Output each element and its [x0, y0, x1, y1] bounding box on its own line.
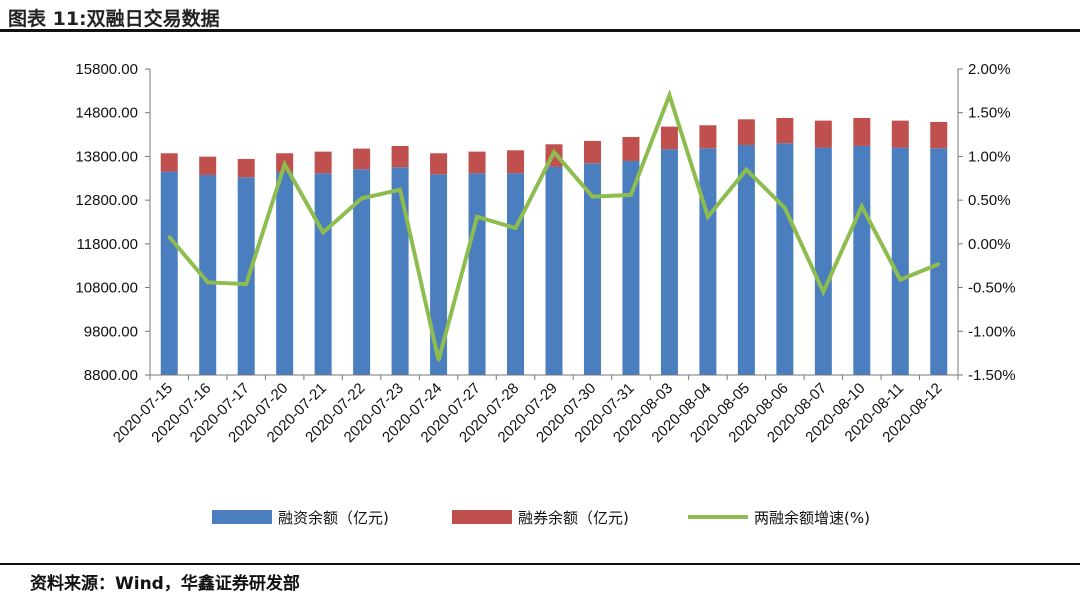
left-tick-label: 10800.00 [75, 280, 138, 297]
left-tick-label: 13800.00 [75, 148, 138, 165]
bar-margin-financing [353, 169, 371, 375]
bar-margin-financing [199, 174, 217, 375]
growth-rate-point [860, 204, 864, 208]
growth-rate-point [398, 188, 402, 192]
source-note: 资料来源：Wind，华鑫证券研发部 [30, 574, 300, 594]
growth-rate-point [667, 93, 671, 97]
growth-rate-point [629, 193, 633, 197]
bar-margin-financing [622, 160, 640, 375]
left-tick-label: 8800.00 [84, 367, 138, 384]
bar-margin-financing [507, 173, 525, 375]
bar-margin-financing [314, 173, 332, 375]
growth-rate-point [437, 358, 441, 362]
growth-rate-point [244, 282, 248, 286]
growth-rate-point [590, 195, 594, 199]
bar-margin-financing [468, 173, 486, 375]
bar-securities-lending [583, 140, 601, 164]
growth-rate-point [552, 150, 556, 154]
left-tick-label: 14800.00 [75, 105, 138, 122]
right-tick-label: 0.50% [968, 192, 1011, 209]
bar-margin-financing [776, 143, 794, 375]
bar-securities-lending [430, 153, 448, 175]
bottom-rule [0, 563, 1080, 565]
bar-margin-financing [891, 147, 909, 375]
growth-rate-point [321, 230, 325, 234]
growth-rate-point [937, 262, 941, 266]
top-rule [0, 29, 1080, 32]
legend-label-growth-rate: 两融余额增速(%) [754, 509, 870, 527]
bar-margin-financing [391, 167, 409, 375]
bar-margin-financing [276, 172, 294, 375]
bar-margin-financing [853, 145, 871, 375]
legend-swatch-margin-financing [212, 510, 272, 524]
right-tick-label: 1.50% [968, 105, 1011, 122]
bar-margin-financing [737, 144, 755, 375]
growth-rate-point [360, 196, 364, 200]
growth-rate-point [475, 215, 479, 219]
figure-title: 图表 11:双融日交易数据 [8, 8, 220, 30]
bar-securities-lending [622, 136, 640, 161]
bar-margin-financing [660, 149, 678, 375]
growth-rate-point [514, 226, 518, 230]
bar-securities-lending [776, 117, 794, 144]
bar-securities-lending [737, 119, 755, 145]
bar-securities-lending [814, 120, 832, 148]
legend-label-securities-lending: 融券余额（亿元) [518, 509, 629, 527]
growth-rate-point [706, 215, 710, 219]
left-tick-label: 15800.00 [75, 61, 138, 78]
bar-securities-lending [853, 117, 871, 146]
bar-securities-lending [507, 150, 525, 174]
right-tick-label: -1.50% [968, 367, 1016, 384]
left-tick-label: 12800.00 [75, 192, 138, 209]
legend-label-margin-financing: 融资余额（亿元) [278, 509, 389, 527]
right-tick-label: 2.00% [968, 61, 1011, 78]
bar-margin-financing [814, 147, 832, 375]
bar-margin-financing [160, 171, 178, 375]
bar-securities-lending [699, 125, 717, 149]
bar-securities-lending [237, 158, 255, 178]
bar-margin-financing [545, 166, 563, 375]
bar-margin-financing [583, 163, 601, 375]
left-tick-label: 11800.00 [77, 236, 138, 253]
bar-securities-lending [660, 126, 678, 150]
legend-swatch-securities-lending [452, 510, 512, 524]
growth-rate-point [283, 162, 287, 166]
bar-securities-lending [314, 151, 332, 174]
bar-margin-financing [430, 174, 448, 375]
chart: 2020-07-152020-07-162020-07-172020-07-20… [75, 61, 1016, 527]
right-tick-label: -0.50% [968, 280, 1016, 297]
bar-securities-lending [468, 151, 486, 174]
growth-rate-point [206, 280, 210, 284]
bar-securities-lending [391, 145, 409, 168]
growth-rate-point [167, 235, 171, 239]
growth-rate-point [898, 278, 902, 282]
growth-rate-point [744, 168, 748, 172]
right-tick-label: -1.00% [968, 323, 1016, 340]
right-tick-label: 0.00% [968, 236, 1011, 253]
bar-securities-lending [891, 120, 909, 148]
bar-securities-lending [930, 121, 948, 149]
bar-margin-financing [237, 177, 255, 375]
left-tick-label: 9800.00 [84, 323, 138, 340]
bar-securities-lending [160, 153, 178, 172]
bar-securities-lending [353, 148, 371, 170]
bar-securities-lending [199, 156, 217, 175]
right-tick-label: 1.00% [968, 148, 1011, 165]
bar-margin-financing [930, 148, 948, 375]
bar-margin-financing [699, 148, 717, 375]
growth-rate-point [821, 290, 825, 294]
growth-rate-point [783, 206, 787, 210]
